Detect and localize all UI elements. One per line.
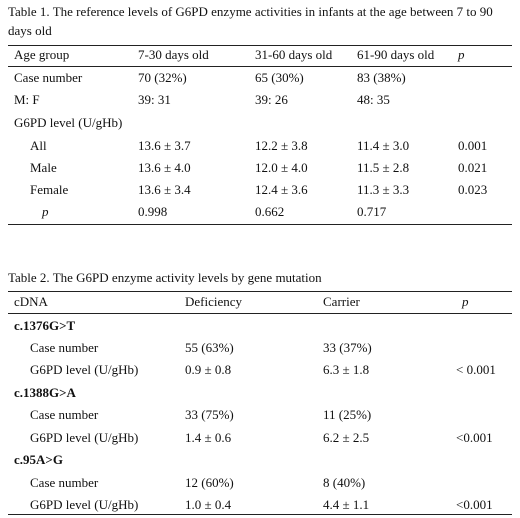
table2-cell: 0.9 ± 0.8 — [185, 362, 232, 377]
table2-row-label: G6PD level (U/gHb) — [30, 362, 139, 377]
table2-row-label: G6PD level (U/gHb) — [30, 430, 139, 445]
table1-cell: 11.3 ± 3.3 — [357, 182, 410, 197]
table2-header-carrier: Carrier — [323, 294, 360, 309]
table2-cell-p: <0.001 — [456, 497, 493, 512]
table1-header-col2: 31-60 days old — [255, 47, 333, 62]
table1-header-col3: 61-90 days old — [357, 47, 435, 62]
table2-header-cdna: cDNA — [14, 294, 48, 309]
table1-row-label: G6PD level (U/gHb) — [14, 115, 123, 130]
table1-row-label: Case number — [14, 70, 83, 85]
table2-header-rule — [8, 313, 512, 314]
table1-cell-p: 0.023 — [458, 182, 488, 197]
table2-row-label: Case number — [30, 340, 99, 355]
table2-cell: 1.4 ± 0.6 — [185, 430, 232, 445]
table1-cell: 12.0 ± 4.0 — [255, 160, 308, 175]
table1-cell-p: 0.001 — [458, 138, 488, 153]
table1-header-p: p — [458, 47, 465, 62]
table2-row-label: G6PD level (U/gHb) — [30, 497, 139, 512]
table1-caption: Table 1. The reference levels of G6PD en… — [8, 4, 493, 38]
table1-row-label: Female — [30, 182, 69, 197]
table2-cell: 6.2 ± 2.5 — [323, 430, 370, 445]
table1-cell: 39: 26 — [255, 92, 288, 107]
table2-cell: 4.4 ± 1.1 — [323, 497, 370, 512]
table2-cell: 6.3 ± 1.8 — [323, 362, 370, 377]
table2-top-rule — [8, 291, 512, 292]
table1-cell: 0.998 — [138, 204, 168, 219]
table1-cell: 48: 35 — [357, 92, 390, 107]
table2-cell: 33 (75%) — [185, 407, 234, 422]
table1-cell: 11.5 ± 2.8 — [357, 160, 410, 175]
table2-cell: 8 (40%) — [323, 475, 366, 490]
table1-bottom-rule — [8, 224, 512, 225]
table1-cell: 12.4 ± 3.6 — [255, 182, 308, 197]
table1-cell: 13.6 ± 3.7 — [138, 138, 191, 153]
table2-group-name: c.1376G>T — [14, 318, 76, 333]
table1-cell-p: 0.021 — [458, 160, 488, 175]
table1-cell: 83 (38%) — [357, 70, 406, 85]
table2-row-label: Case number — [30, 475, 99, 490]
table1-cell: 70 (32%) — [138, 70, 187, 85]
table1-row-label: M: F — [14, 92, 40, 107]
table2-header-p: p — [462, 294, 469, 309]
table2-header-deficiency: Deficiency — [185, 294, 243, 309]
table2-cell: 11 (25%) — [323, 407, 372, 422]
table1-header-age-group: Age group — [14, 47, 70, 62]
table1-row-label: All — [30, 138, 47, 153]
table2-group-name: c.1388G>A — [14, 385, 76, 400]
table2-cell: 55 (63%) — [185, 340, 234, 355]
table1-cell: 13.6 ± 3.4 — [138, 182, 191, 197]
table2-caption: Table 2. The G6PD enzyme activity levels… — [8, 270, 322, 285]
table1-cell: 13.6 ± 4.0 — [138, 160, 191, 175]
table1-row-label: Male — [30, 160, 57, 175]
table1-header-col1: 7-30 days old — [138, 47, 209, 62]
table1-cell: 11.4 ± 3.0 — [357, 138, 410, 153]
table1-header-rule — [8, 66, 512, 67]
table1-cell: 12.2 ± 3.8 — [255, 138, 308, 153]
table1-cell: 0.717 — [357, 204, 387, 219]
table2-group-name: c.95A>G — [14, 452, 63, 467]
table2-cell: 1.0 ± 0.4 — [185, 497, 232, 512]
table1-cell: 65 (30%) — [255, 70, 304, 85]
table1-cell: 0.662 — [255, 204, 285, 219]
table2-cell: 33 (37%) — [323, 340, 372, 355]
table1-row-label: p — [42, 204, 49, 219]
table1-top-rule — [8, 45, 512, 46]
table2-cell: 12 (60%) — [185, 475, 234, 490]
table1-cell: 39: 31 — [138, 92, 171, 107]
table2-bottom-rule — [8, 514, 512, 515]
table2-row-label: Case number — [30, 407, 99, 422]
table2-cell-p: <0.001 — [456, 430, 493, 445]
table2-cell-p: < 0.001 — [456, 362, 496, 377]
